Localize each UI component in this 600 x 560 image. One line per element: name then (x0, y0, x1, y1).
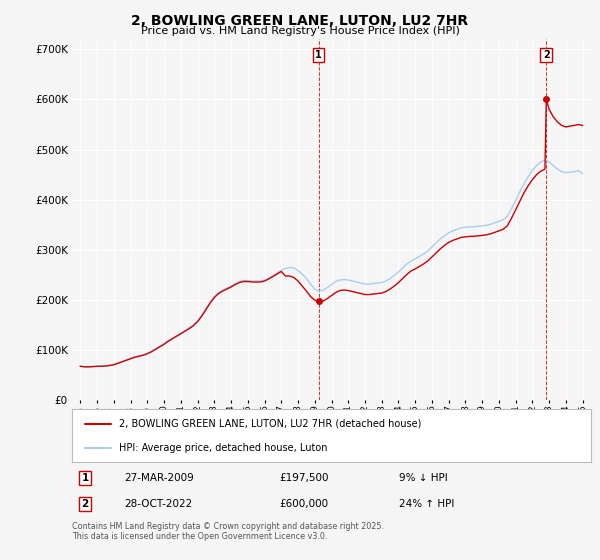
Text: 27-MAR-2009: 27-MAR-2009 (124, 473, 194, 483)
Text: 2, BOWLING GREEN LANE, LUTON, LU2 7HR: 2, BOWLING GREEN LANE, LUTON, LU2 7HR (131, 14, 469, 28)
Text: 1: 1 (82, 473, 89, 483)
Text: 1: 1 (315, 50, 322, 60)
Text: Price paid vs. HM Land Registry's House Price Index (HPI): Price paid vs. HM Land Registry's House … (140, 26, 460, 36)
Text: £197,500: £197,500 (280, 473, 329, 483)
Text: 2: 2 (82, 499, 89, 509)
Text: 2, BOWLING GREEN LANE, LUTON, LU2 7HR (detached house): 2, BOWLING GREEN LANE, LUTON, LU2 7HR (d… (119, 419, 421, 429)
Text: 9% ↓ HPI: 9% ↓ HPI (399, 473, 448, 483)
Text: 24% ↑ HPI: 24% ↑ HPI (399, 499, 454, 509)
Text: 2: 2 (543, 50, 550, 60)
Text: 28-OCT-2022: 28-OCT-2022 (124, 499, 192, 509)
Text: HPI: Average price, detached house, Luton: HPI: Average price, detached house, Luto… (119, 443, 327, 453)
Text: £600,000: £600,000 (280, 499, 329, 509)
Text: Contains HM Land Registry data © Crown copyright and database right 2025.
This d: Contains HM Land Registry data © Crown c… (72, 522, 384, 542)
